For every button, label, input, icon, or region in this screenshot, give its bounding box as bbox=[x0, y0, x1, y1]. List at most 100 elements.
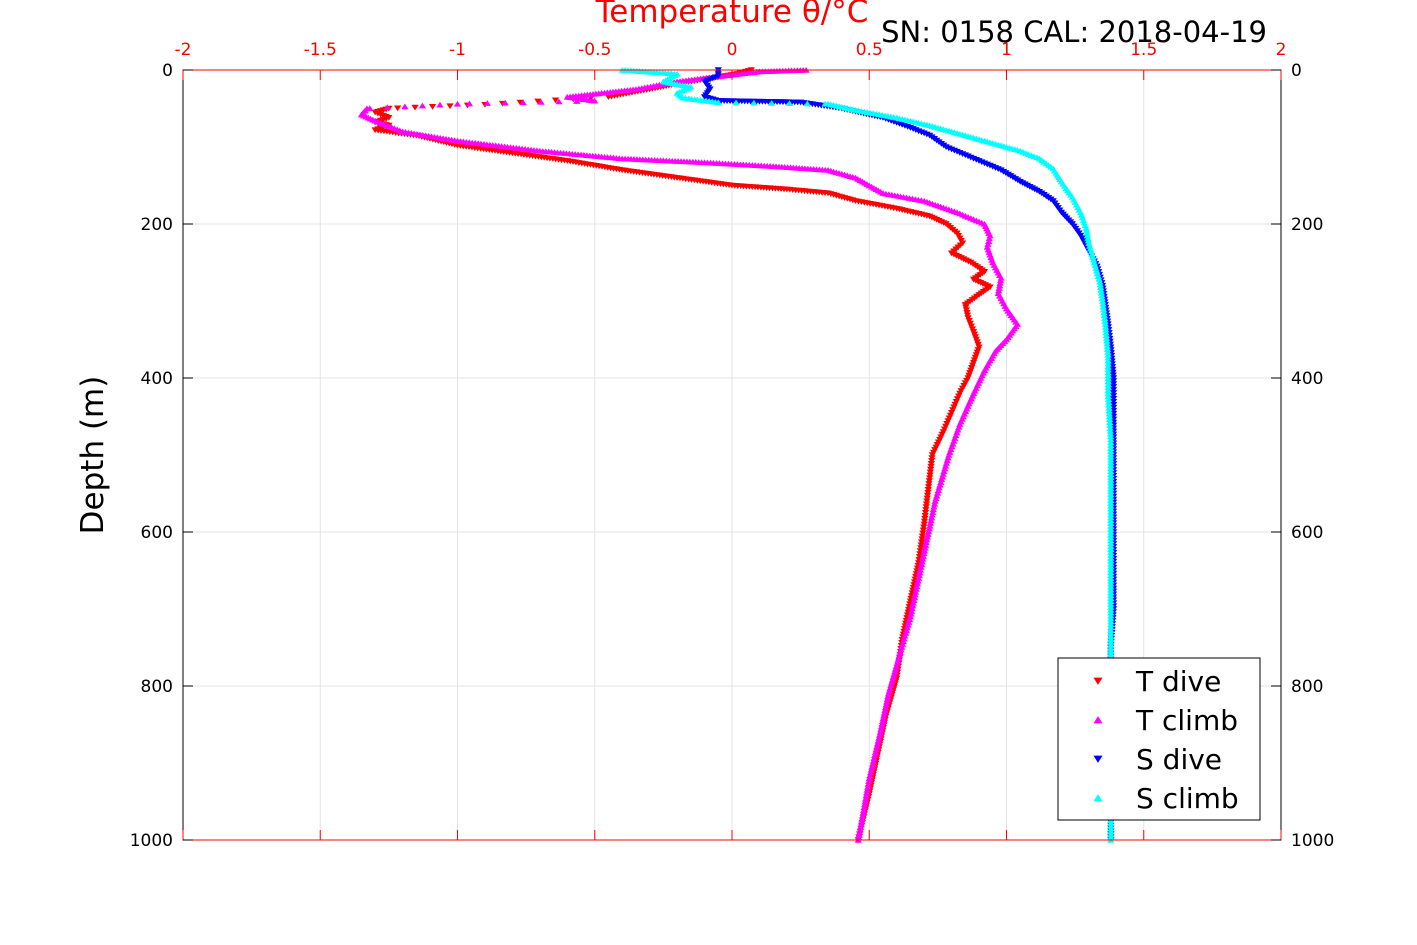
data-point bbox=[1107, 653, 1115, 659]
data-point bbox=[714, 99, 722, 106]
data-point bbox=[884, 693, 892, 700]
data-point bbox=[913, 583, 921, 590]
data-point bbox=[888, 676, 896, 683]
data-point bbox=[1107, 635, 1115, 642]
data-point bbox=[1107, 566, 1115, 573]
data-point bbox=[858, 812, 867, 819]
data-point bbox=[928, 511, 936, 518]
data-point bbox=[1107, 537, 1115, 544]
data-point bbox=[555, 98, 563, 105]
data-point bbox=[880, 709, 888, 716]
legend-label-t-climb: T climb bbox=[1135, 704, 1238, 737]
data-point bbox=[921, 510, 930, 516]
data-point bbox=[889, 674, 897, 680]
data-point bbox=[1107, 436, 1115, 443]
data-point bbox=[1104, 357, 1112, 364]
data-point bbox=[1107, 471, 1115, 477]
data-point bbox=[1104, 351, 1112, 358]
data-point bbox=[920, 518, 929, 525]
data-point bbox=[864, 784, 872, 790]
data-point bbox=[1107, 647, 1115, 654]
data-point bbox=[1103, 337, 1111, 344]
data-point bbox=[1107, 552, 1115, 558]
legend-box bbox=[1057, 657, 1261, 821]
data-point bbox=[1102, 332, 1110, 338]
data-point bbox=[501, 99, 509, 106]
x-tick-label: -0.5 bbox=[578, 40, 611, 60]
data-point bbox=[418, 102, 427, 109]
data-point bbox=[1107, 494, 1115, 501]
data-point bbox=[1107, 456, 1115, 463]
data-point bbox=[927, 460, 935, 467]
data-point bbox=[1105, 410, 1113, 417]
data-point bbox=[1107, 549, 1115, 555]
data-point bbox=[1106, 419, 1114, 425]
data-point bbox=[1107, 526, 1115, 532]
data-point bbox=[899, 638, 907, 645]
data-point bbox=[867, 766, 875, 773]
data-point bbox=[884, 690, 893, 697]
data-point bbox=[922, 501, 931, 508]
data-point bbox=[996, 282, 1004, 289]
data-point bbox=[862, 795, 870, 802]
data-point bbox=[928, 452, 936, 459]
data-point bbox=[928, 458, 936, 464]
data-point bbox=[926, 475, 934, 482]
data-point bbox=[1107, 450, 1115, 457]
data-point bbox=[1104, 372, 1112, 379]
data-point bbox=[1107, 606, 1115, 613]
data-point bbox=[1103, 340, 1111, 347]
data-point bbox=[871, 752, 879, 758]
x-tick-label: 0.5 bbox=[856, 40, 883, 60]
data-point bbox=[1104, 384, 1112, 391]
data-point bbox=[921, 544, 929, 551]
data-point bbox=[1107, 554, 1115, 561]
data-point bbox=[909, 602, 917, 609]
data-point bbox=[551, 97, 560, 104]
data-point bbox=[1107, 638, 1115, 645]
data-point bbox=[902, 627, 911, 634]
data-point bbox=[916, 569, 924, 576]
legend-label-s-dive: S dive bbox=[1136, 743, 1222, 776]
data-point bbox=[428, 104, 437, 110]
data-point bbox=[1087, 248, 1095, 255]
data-point bbox=[863, 789, 871, 796]
legend-marker-s-dive bbox=[1093, 755, 1103, 763]
legend-marker-t-climb bbox=[1093, 716, 1103, 724]
data-point bbox=[1107, 485, 1115, 492]
data-point bbox=[905, 619, 913, 625]
data-point bbox=[915, 575, 923, 581]
data-point bbox=[924, 486, 932, 493]
data-point bbox=[886, 685, 894, 691]
data-point bbox=[1088, 251, 1096, 257]
data-point bbox=[1107, 502, 1115, 509]
data-point bbox=[910, 597, 918, 603]
data-point bbox=[1104, 396, 1113, 402]
data-point bbox=[383, 104, 391, 111]
data-point bbox=[921, 512, 929, 519]
y-tick-label-right: 200 bbox=[1291, 215, 1323, 235]
data-point bbox=[927, 517, 935, 524]
data-point bbox=[891, 668, 899, 675]
data-point bbox=[1107, 508, 1115, 515]
data-point bbox=[1103, 346, 1112, 352]
data-point bbox=[1109, 390, 1118, 396]
data-point bbox=[931, 498, 939, 504]
data-point bbox=[1104, 366, 1112, 373]
data-point bbox=[890, 671, 898, 678]
data-point bbox=[859, 807, 868, 813]
data-point bbox=[925, 525, 933, 532]
data-point bbox=[907, 610, 915, 617]
data-point bbox=[883, 696, 891, 702]
data-point bbox=[1107, 615, 1115, 622]
data-point bbox=[1092, 264, 1100, 271]
data-point bbox=[986, 232, 994, 239]
data-point bbox=[904, 621, 912, 628]
data-point bbox=[913, 580, 922, 587]
data-point bbox=[1104, 375, 1112, 382]
data-point bbox=[893, 660, 901, 667]
data-point bbox=[1104, 360, 1112, 367]
data-point bbox=[1107, 468, 1115, 475]
data-point bbox=[1107, 618, 1115, 625]
data-point bbox=[930, 500, 939, 507]
